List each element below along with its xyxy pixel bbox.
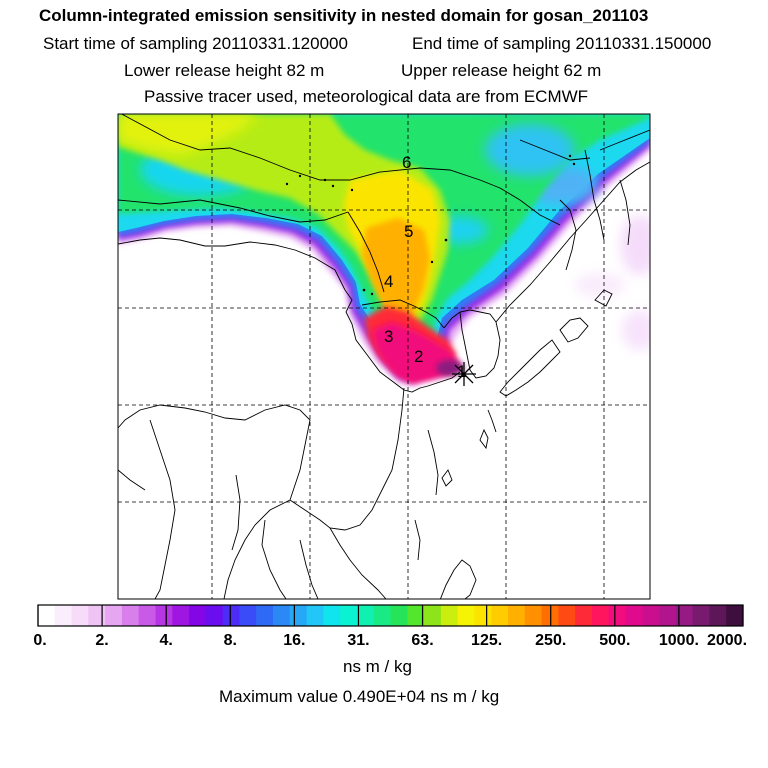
colorbar-swatch <box>491 605 509 626</box>
coastlines <box>118 114 650 599</box>
trajectory-label-3: 3 <box>384 327 393 346</box>
colorbar-swatch <box>726 605 744 626</box>
colorbar-tick-label: 31. <box>347 632 370 649</box>
colorbar-swatch <box>407 605 425 626</box>
colorbar-swatch <box>172 605 190 626</box>
colorbar-swatch <box>289 605 307 626</box>
sensitivity-field <box>118 114 650 599</box>
colorbar-swatch <box>273 605 291 626</box>
colorbar-swatch <box>239 605 257 626</box>
colorbar-swatch <box>508 605 526 626</box>
colorbar-swatch <box>205 605 224 626</box>
start-time-label: Start time of sampling 20110331.120000 <box>43 34 348 53</box>
trajectory-label-5: 5 <box>404 222 413 241</box>
colorbar-swatch <box>222 605 240 626</box>
colorbar-swatch <box>642 605 660 626</box>
lake-dots <box>285 154 576 296</box>
colorbar-swatch <box>692 605 710 626</box>
colorbar-swatch <box>474 605 492 626</box>
colorbar-frame <box>37 604 744 627</box>
colorbar-tick-label: 125. <box>471 632 503 649</box>
colorbar-tick-label: 1000. <box>658 632 699 649</box>
colorbar-swatch <box>608 605 626 626</box>
colorbar-swatch <box>591 605 610 626</box>
map-frame <box>117 113 651 600</box>
plot-title: Column-integrated emission sensitivity i… <box>39 6 649 25</box>
end-time-label: End time of sampling 20110331.150000 <box>412 34 712 53</box>
colorbar-swatch <box>659 605 677 626</box>
colorbar-swatch <box>625 605 643 626</box>
release-site-star <box>452 362 476 386</box>
colorbar-tick-label: 2000. <box>706 632 748 649</box>
colorbar-tick-label: 500. <box>599 632 631 649</box>
colorbar-swatch <box>356 605 375 626</box>
colorbar-swatch <box>558 605 576 626</box>
colorbar-swatch <box>71 605 89 626</box>
colorbar-swatch <box>675 605 694 626</box>
colorbar-swatch <box>575 605 593 626</box>
colorbar-swatch <box>105 605 123 626</box>
colorbar-swatch <box>424 605 442 626</box>
colorbar-swatch <box>390 605 408 626</box>
colorbar-swatch <box>457 605 475 626</box>
colorbar-unit-label: ns m / kg <box>343 657 412 676</box>
colorbar-tick-label: 4. <box>159 632 173 649</box>
colorbar-swatch <box>121 605 140 626</box>
colorbar-swatch <box>88 605 106 626</box>
upper-release-height-label: Upper release height 62 m <box>401 61 602 80</box>
trajectory-label-6: 6 <box>402 153 411 172</box>
colorbar-swatch <box>256 605 274 626</box>
colorbar-swatch <box>340 605 358 626</box>
colorbar-swatch <box>138 605 156 626</box>
colorbar-tick-label: 63. <box>411 632 434 649</box>
trajectory-label-1: 1 <box>457 362 466 381</box>
colorbar <box>37 604 744 627</box>
colorbar-tick-label: 2. <box>95 632 109 649</box>
tracer-note: Passive tracer used, meteorological data… <box>144 87 589 106</box>
colorbar-swatch <box>373 605 391 626</box>
trajectory-label-4: 4 <box>384 272 393 291</box>
colorbar-swatch <box>38 605 56 626</box>
lower-release-height-label: Lower release height 82 m <box>124 61 325 80</box>
colorbar-swatch <box>323 605 341 626</box>
colorbar-swatch <box>709 605 727 626</box>
graticule <box>118 114 650 599</box>
trajectory-label-2: 2 <box>414 347 423 366</box>
colorbar-tick-label: 8. <box>223 632 237 649</box>
colorbar-swatch <box>54 605 72 626</box>
colorbar-swatch <box>189 605 207 626</box>
colorbar-tick-label: 0. <box>33 632 47 649</box>
maximum-value-label: Maximum value 0.490E+04 ns m / kg <box>219 687 500 706</box>
colorbar-tick-label: 250. <box>535 632 567 649</box>
colorbar-swatch <box>306 605 324 626</box>
colorbar-tick-label: 16. <box>283 632 306 649</box>
colorbar-swatch <box>440 605 459 626</box>
colorbar-swatch <box>155 605 173 626</box>
colorbar-swatch <box>524 605 542 626</box>
